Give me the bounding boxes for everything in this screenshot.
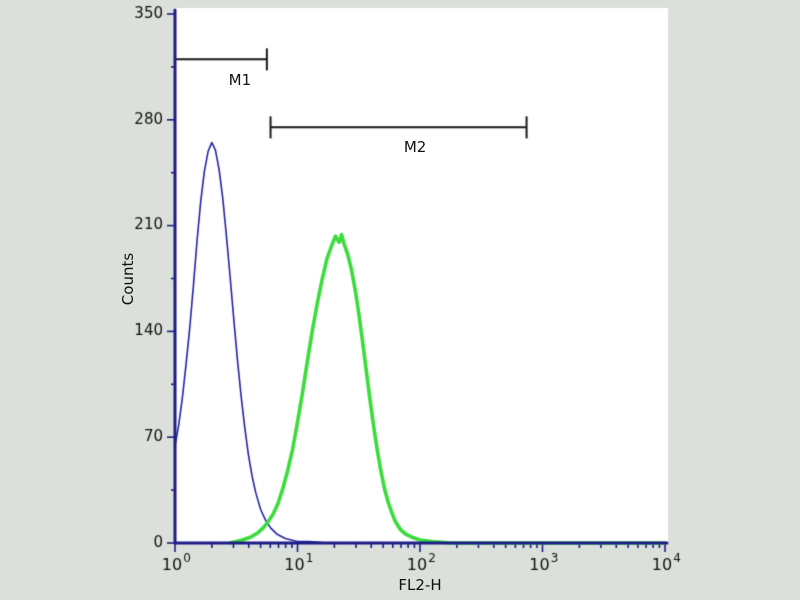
x-axis-label: FL2-H xyxy=(398,576,442,594)
y-axis-label: Counts xyxy=(119,252,137,305)
marker-m2-label: M2 xyxy=(403,137,427,156)
marker-m1-label: M1 xyxy=(228,71,252,90)
